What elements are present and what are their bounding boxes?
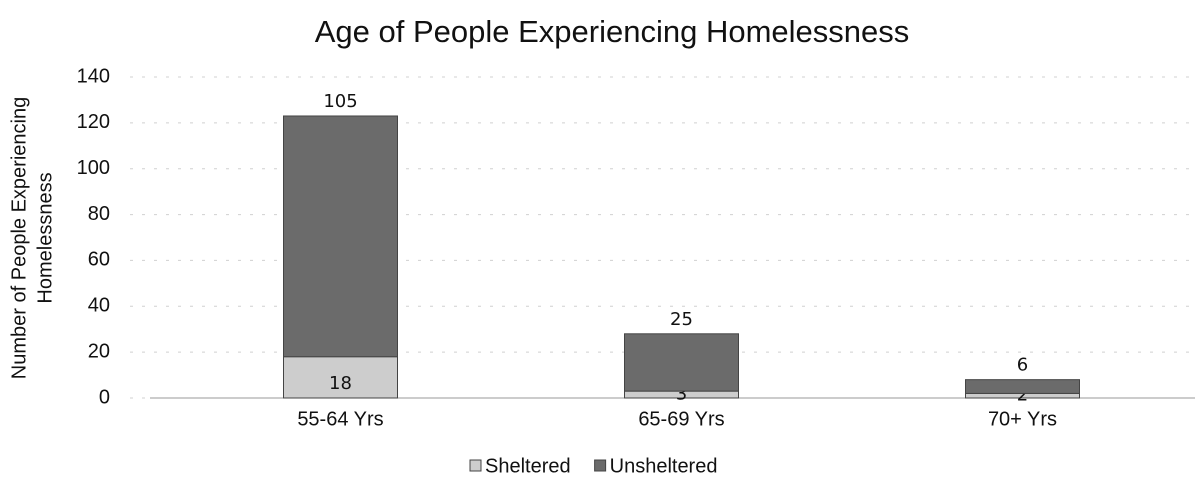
chart-title: Age of People Experiencing Homelessness bbox=[315, 14, 910, 49]
legend-swatch bbox=[469, 459, 482, 472]
legend-swatch bbox=[594, 459, 607, 472]
y-tick-label: 100 bbox=[77, 157, 110, 179]
y-tick-label: 80 bbox=[88, 203, 110, 225]
y-axis-label: Homelessness bbox=[34, 172, 56, 303]
data-label: 6 bbox=[1017, 355, 1028, 376]
data-label: 2 bbox=[1017, 385, 1028, 406]
bar-segment bbox=[283, 115, 398, 358]
x-tick-label: 65-69 Yrs bbox=[638, 408, 724, 430]
y-tick-label: 40 bbox=[88, 295, 110, 317]
data-label: 3 bbox=[676, 384, 687, 405]
legend-label: Sheltered bbox=[485, 455, 571, 477]
x-tick-label: 55-64 Yrs bbox=[297, 408, 383, 430]
legend-label: Unsheltered bbox=[610, 455, 718, 477]
y-tick-label: 120 bbox=[77, 111, 110, 133]
x-tick-label: 70+ Yrs bbox=[988, 408, 1057, 430]
y-axis-label: Number of People Experiencing bbox=[8, 97, 30, 379]
bar-segment bbox=[283, 356, 398, 399]
y-tick-label: 60 bbox=[88, 249, 110, 271]
y-tick-label: 0 bbox=[99, 386, 110, 408]
y-tick-label: 20 bbox=[88, 340, 110, 362]
bar-segment bbox=[624, 333, 739, 392]
data-label: 18 bbox=[329, 373, 352, 394]
data-label: 105 bbox=[323, 91, 357, 112]
y-tick-label: 140 bbox=[77, 65, 110, 87]
data-label: 25 bbox=[670, 309, 693, 330]
bar-segment bbox=[965, 379, 1080, 394]
